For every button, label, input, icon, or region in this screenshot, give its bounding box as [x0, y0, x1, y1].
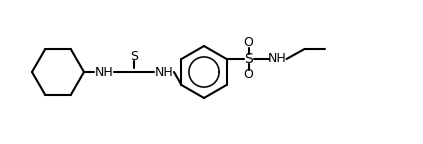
Text: O: O: [244, 69, 253, 82]
Text: S: S: [244, 52, 253, 66]
Text: NH: NH: [155, 66, 173, 78]
Text: NH: NH: [268, 53, 287, 66]
Text: NH: NH: [95, 66, 113, 78]
Text: S: S: [130, 50, 138, 62]
Text: O: O: [244, 36, 253, 50]
